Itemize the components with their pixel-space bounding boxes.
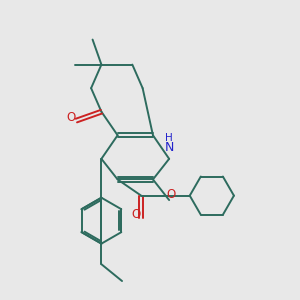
Text: N: N: [164, 141, 174, 154]
Text: O: O: [131, 208, 140, 221]
Text: H: H: [165, 133, 173, 142]
Text: O: O: [166, 188, 175, 201]
Text: O: O: [67, 110, 76, 124]
